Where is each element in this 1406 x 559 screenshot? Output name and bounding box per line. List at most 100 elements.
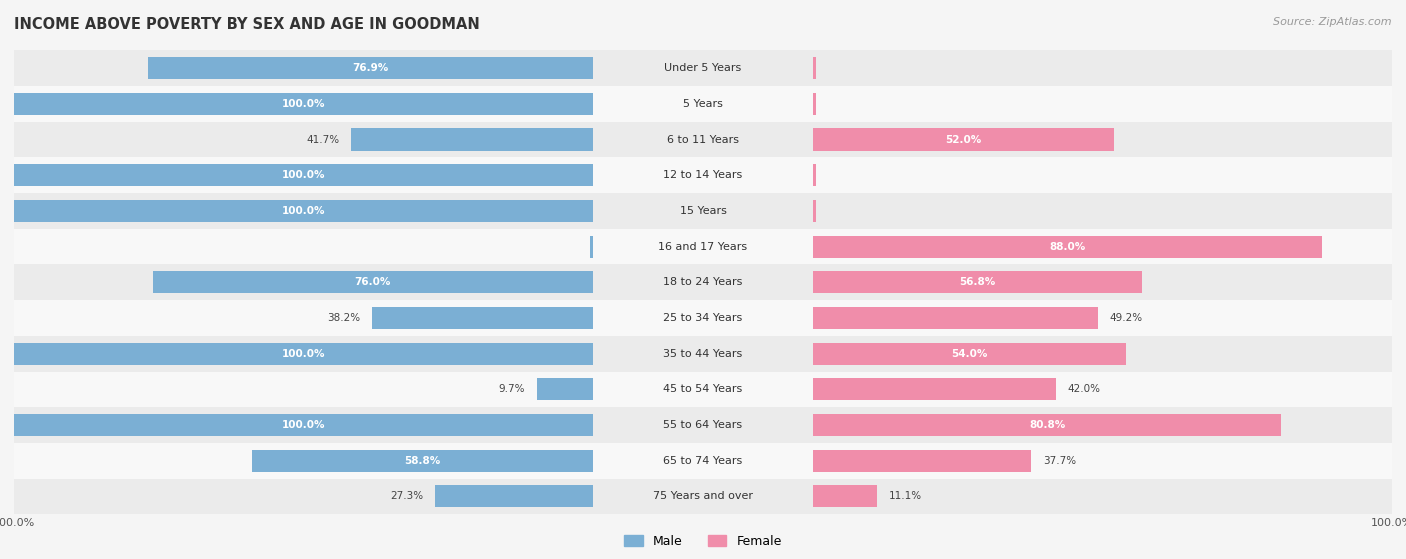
Bar: [14, 50, 593, 86]
Text: 6 to 11 Years: 6 to 11 Years: [666, 135, 740, 145]
Bar: [153, 271, 593, 293]
Bar: [14, 443, 593, 479]
Bar: [14, 300, 593, 336]
Text: Under 5 Years: Under 5 Years: [665, 63, 741, 73]
Bar: [813, 271, 1142, 293]
Text: 75 Years and over: 75 Years and over: [652, 491, 754, 501]
Bar: [14, 193, 593, 229]
Bar: [14, 122, 593, 158]
Text: 100.0%: 100.0%: [281, 170, 325, 180]
Bar: [813, 407, 1392, 443]
Bar: [14, 93, 593, 115]
Text: 56.8%: 56.8%: [959, 277, 995, 287]
Bar: [14, 200, 593, 222]
Text: 100.0%: 100.0%: [281, 206, 325, 216]
Bar: [813, 449, 1032, 472]
Bar: [813, 50, 1392, 86]
Text: 16 and 17 Years: 16 and 17 Years: [658, 241, 748, 252]
Text: 35 to 44 Years: 35 to 44 Years: [664, 349, 742, 359]
Text: 9.7%: 9.7%: [499, 385, 524, 394]
Bar: [813, 86, 1392, 122]
Text: INCOME ABOVE POVERTY BY SEX AND AGE IN GOODMAN: INCOME ABOVE POVERTY BY SEX AND AGE IN G…: [14, 17, 479, 32]
Bar: [813, 193, 1392, 229]
Bar: [813, 479, 1392, 514]
Legend: Male, Female: Male, Female: [619, 530, 787, 553]
Bar: [593, 300, 813, 336]
Bar: [813, 57, 815, 79]
Text: 100.0%: 100.0%: [281, 420, 325, 430]
Bar: [14, 414, 593, 436]
Bar: [593, 264, 813, 300]
Bar: [14, 372, 593, 407]
Text: 54.0%: 54.0%: [952, 349, 987, 359]
Text: 45 to 54 Years: 45 to 54 Years: [664, 385, 742, 394]
Bar: [813, 307, 1098, 329]
Bar: [813, 372, 1392, 407]
Bar: [813, 129, 1114, 150]
Bar: [813, 443, 1392, 479]
Text: 76.9%: 76.9%: [352, 63, 388, 73]
Text: 12 to 14 Years: 12 to 14 Years: [664, 170, 742, 180]
Text: 5 Years: 5 Years: [683, 99, 723, 109]
Text: 65 to 74 Years: 65 to 74 Years: [664, 456, 742, 466]
Bar: [593, 443, 813, 479]
Text: 27.3%: 27.3%: [389, 491, 423, 501]
Bar: [813, 93, 815, 115]
Bar: [813, 229, 1392, 264]
Text: 52.0%: 52.0%: [946, 135, 981, 145]
Bar: [813, 264, 1392, 300]
Text: 55 to 64 Years: 55 to 64 Years: [664, 420, 742, 430]
Bar: [14, 343, 593, 364]
Bar: [593, 229, 813, 264]
Text: 100.0%: 100.0%: [281, 99, 325, 109]
Bar: [14, 479, 593, 514]
Bar: [593, 407, 813, 443]
Bar: [148, 57, 593, 79]
Text: 100.0%: 100.0%: [281, 349, 325, 359]
Bar: [813, 300, 1392, 336]
Text: 88.0%: 88.0%: [1050, 241, 1085, 252]
Bar: [593, 193, 813, 229]
Bar: [593, 158, 813, 193]
Text: 76.0%: 76.0%: [354, 277, 391, 287]
Bar: [14, 336, 593, 372]
Bar: [14, 158, 593, 193]
Text: 11.1%: 11.1%: [889, 491, 922, 501]
Bar: [352, 129, 593, 150]
Bar: [371, 307, 593, 329]
Bar: [813, 164, 815, 186]
Bar: [537, 378, 593, 400]
Bar: [14, 164, 593, 186]
Bar: [813, 378, 1056, 400]
Text: 18 to 24 Years: 18 to 24 Years: [664, 277, 742, 287]
Text: Source: ZipAtlas.com: Source: ZipAtlas.com: [1274, 17, 1392, 27]
Text: 58.8%: 58.8%: [405, 456, 440, 466]
Bar: [813, 200, 815, 222]
Text: 80.8%: 80.8%: [1029, 420, 1066, 430]
Bar: [593, 336, 813, 372]
Text: 15 Years: 15 Years: [679, 206, 727, 216]
Text: 25 to 34 Years: 25 to 34 Years: [664, 313, 742, 323]
Bar: [813, 343, 1126, 364]
Text: 37.7%: 37.7%: [1043, 456, 1076, 466]
Text: 42.0%: 42.0%: [1069, 385, 1101, 394]
Bar: [593, 86, 813, 122]
Bar: [593, 50, 813, 86]
Text: 38.2%: 38.2%: [328, 313, 360, 323]
Bar: [593, 122, 813, 158]
Bar: [14, 264, 593, 300]
Bar: [434, 485, 593, 508]
Bar: [14, 229, 593, 264]
Bar: [253, 449, 593, 472]
Text: 41.7%: 41.7%: [307, 135, 340, 145]
Bar: [593, 372, 813, 407]
Bar: [593, 479, 813, 514]
Bar: [813, 235, 1323, 258]
Bar: [813, 485, 877, 508]
Text: 49.2%: 49.2%: [1109, 313, 1143, 323]
Bar: [591, 235, 593, 258]
Bar: [813, 336, 1392, 372]
Bar: [813, 122, 1392, 158]
Bar: [813, 414, 1281, 436]
Bar: [813, 158, 1392, 193]
